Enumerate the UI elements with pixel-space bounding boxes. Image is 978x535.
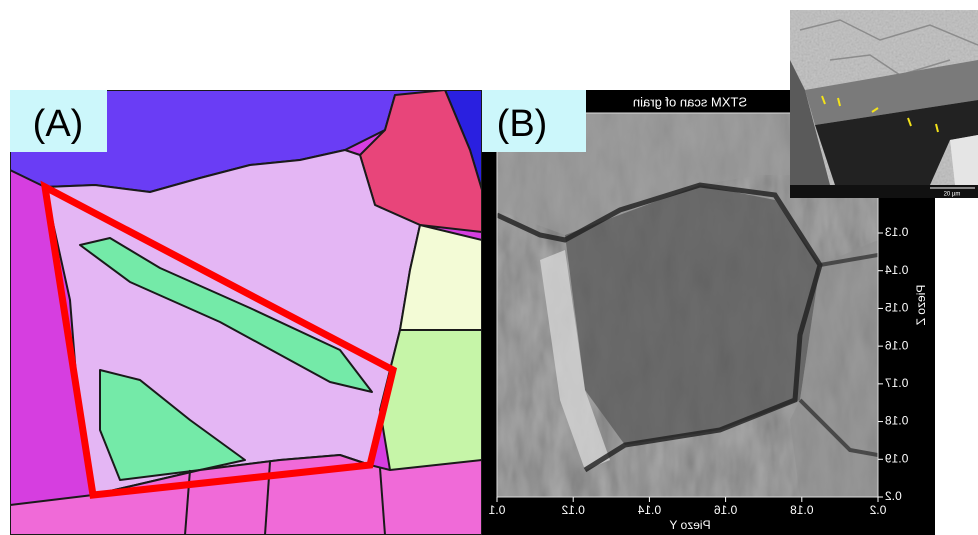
figure-canvas: (A) STXM scan of grain Piezo Y Piezo Z 0… [0,0,978,535]
y-tick-label: 0.19 [885,451,909,465]
x-tick-label: 0.14 [637,503,661,517]
grain [380,330,482,470]
x-tick-label: 0.1 [488,503,505,517]
y-tick-label: 0.18 [885,414,909,428]
x-tick-label: 0.18 [790,503,814,517]
y-axis-label: Piezo Z [914,285,928,326]
panel-title: STXM scan of grain [633,94,747,109]
sem-inset: 20 µm [790,10,978,198]
x-axis-label: Piezo Y [669,518,710,532]
y-tick-label: 0.15 [885,301,909,315]
y-tick-label: 0.14 [885,263,909,277]
panel-label: (A) [33,103,84,145]
panel-a-map [10,90,482,535]
y-tick-label: 0.17 [885,376,909,390]
y-tick-label: 0.16 [885,338,909,352]
inset-side [950,135,978,185]
x-tick-label: 0.12 [561,503,585,517]
scale-bar-label: 20 µm [944,192,961,198]
y-tick-label: 0.2 [885,489,902,503]
x-tick-label: 0.2 [869,503,886,517]
panel-label: (B) [497,103,548,145]
y-tick-label: 0.13 [885,225,909,239]
x-tick-label: 0.16 [714,503,738,517]
figure: (A) STXM scan of grain Piezo Y Piezo Z 0… [0,0,978,535]
